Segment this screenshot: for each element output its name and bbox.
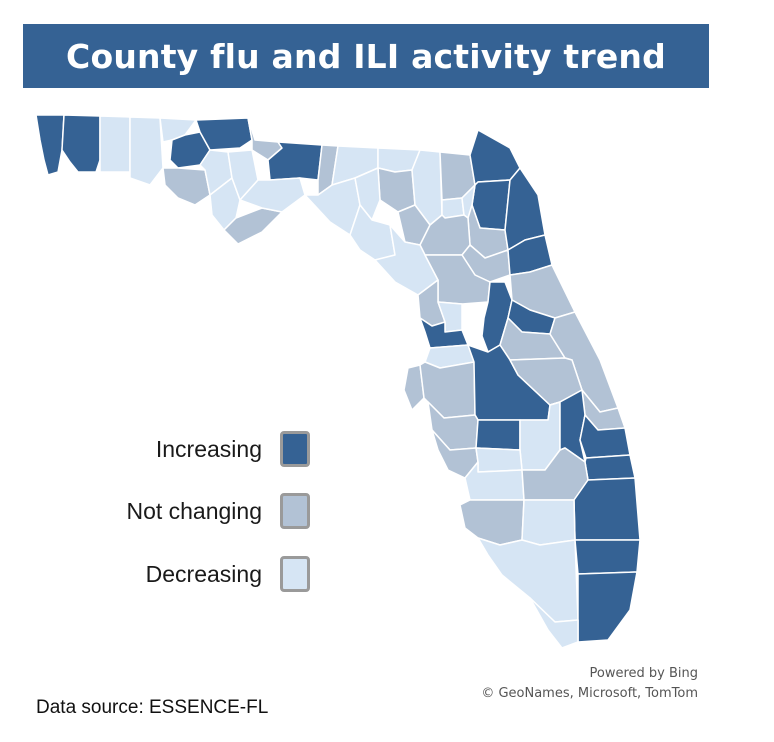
legend-swatch-decreasing xyxy=(280,556,310,592)
county-hendry xyxy=(521,499,576,546)
legend-label-decreasing: Decreasing xyxy=(145,560,262,587)
county-santa-rosa xyxy=(61,114,101,173)
county-hernando xyxy=(419,317,469,349)
map-title: County flu and ILI activity trend xyxy=(23,24,709,88)
map-attribution: Powered by Bing © GeoNames, Microsoft, T… xyxy=(481,664,698,704)
county-pinellas xyxy=(403,364,425,411)
county-levy xyxy=(374,224,439,296)
legend-swatch-increasing xyxy=(280,431,310,467)
county-escambia xyxy=(35,114,65,176)
legend-swatch-not-changing xyxy=(280,493,310,529)
county-hardee xyxy=(475,419,521,451)
county-hillsborough xyxy=(419,361,476,419)
county-wakulla xyxy=(239,177,306,213)
county-miami-dade xyxy=(577,571,638,643)
county-taylor xyxy=(304,177,361,236)
county-bay xyxy=(162,167,211,206)
legend-item-decreasing: Decreasing xyxy=(50,553,310,595)
legend-item-increasing: Increasing xyxy=(50,428,310,470)
attribution-powered-by: Powered by Bing xyxy=(589,666,698,681)
county-martin xyxy=(584,454,636,481)
county-collier xyxy=(477,537,579,623)
data-source: Data source: ESSENCE-FL xyxy=(36,697,269,718)
county-suwannee xyxy=(377,167,416,213)
county-palm-beach xyxy=(573,477,641,541)
attribution-copyright: © GeoNames, Microsoft, TomTom xyxy=(481,686,698,701)
county-broward xyxy=(574,539,641,575)
legend-item-not-changing: Not changing xyxy=(50,490,310,532)
county-lafayette xyxy=(354,167,381,221)
county-walton xyxy=(129,116,164,186)
county-monroe xyxy=(529,597,579,649)
county-lee xyxy=(459,499,525,546)
county-desoto xyxy=(475,447,523,473)
county-okaloosa xyxy=(99,115,131,173)
county-okeechobee xyxy=(549,389,586,463)
legend-label-not-changing: Not changing xyxy=(126,497,262,524)
legend-label-increasing: Increasing xyxy=(155,435,262,462)
